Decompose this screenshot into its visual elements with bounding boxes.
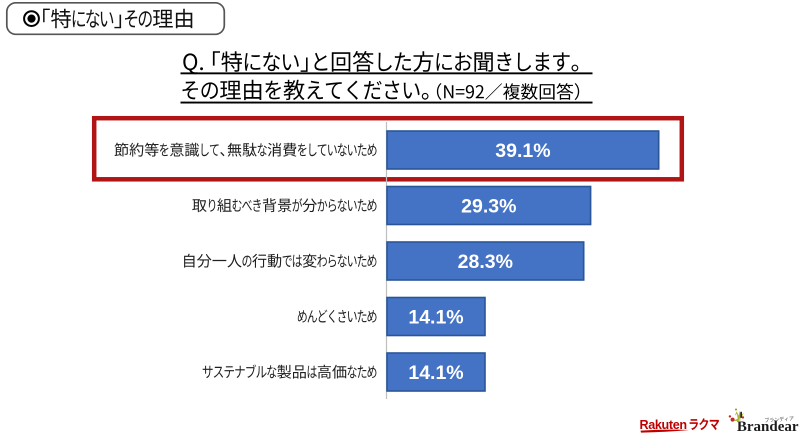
svg-text:29.3%: 29.3%: [461, 195, 516, 217]
svg-text:14.1%: 14.1%: [408, 362, 463, 384]
svg-text:39.1%: 39.1%: [495, 140, 550, 162]
svg-text:28.3%: 28.3%: [458, 251, 513, 273]
svg-text:Rakuten: Rakuten: [640, 418, 687, 432]
svg-text:14.1%: 14.1%: [408, 306, 463, 328]
svg-text:Brandear: Brandear: [737, 419, 799, 435]
